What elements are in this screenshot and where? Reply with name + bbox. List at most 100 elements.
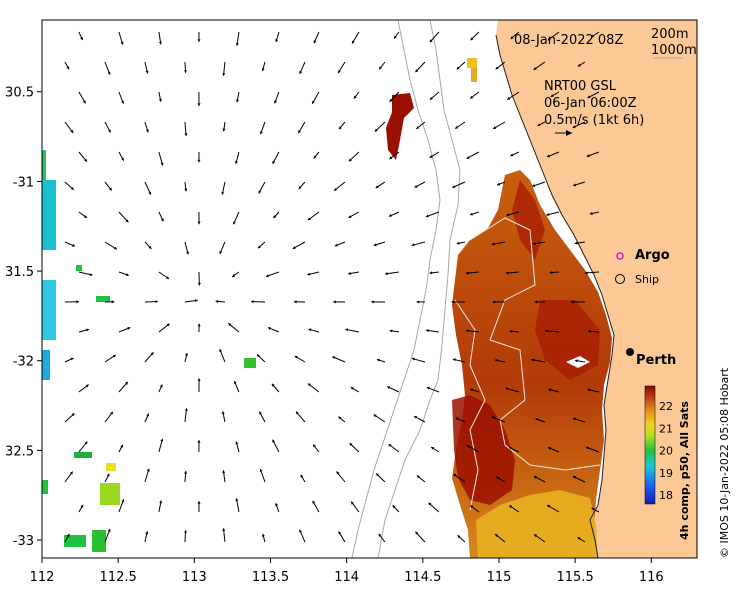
y-axis: 30.5 -31 31.5 -32 32.5 -33	[5, 86, 42, 549]
current-arrow	[275, 31, 280, 43]
current-arrow	[429, 271, 439, 275]
current-arrow	[197, 31, 201, 42]
current-arrow	[535, 418, 546, 423]
current-arrow	[469, 91, 480, 99]
current-arrow	[231, 271, 240, 278]
current-arrow	[348, 151, 360, 162]
current-arrow	[378, 533, 386, 543]
x-tick-label: 113	[182, 570, 207, 585]
current-arrow	[104, 528, 111, 543]
current-arrow	[222, 470, 226, 483]
current-arrow	[64, 181, 75, 191]
current-arrow	[158, 384, 163, 393]
current-arrow	[546, 504, 560, 513]
current-arrow	[233, 211, 240, 225]
sst-strip-west	[42, 280, 56, 340]
current-arrow	[456, 241, 466, 245]
current-arrow	[144, 61, 149, 74]
current-arrow	[496, 181, 506, 186]
current-arrow	[233, 380, 240, 393]
current-arrow	[64, 241, 76, 247]
current-arrow	[158, 91, 162, 102]
colorbar-title: 4h comp, p50, All Sats	[678, 401, 691, 540]
current-arrow	[158, 438, 164, 453]
current-arrow	[426, 386, 440, 393]
current-arrow	[307, 271, 320, 276]
sst-cool-south	[476, 490, 598, 558]
current-arrow	[429, 91, 440, 101]
x-tick-label: 115	[487, 570, 512, 585]
current-arrow	[184, 299, 198, 303]
current-arrow	[197, 378, 201, 393]
current-arrow	[574, 241, 586, 245]
sst-strip-west	[42, 150, 46, 180]
current-arrow	[308, 328, 320, 333]
current-arrow	[491, 416, 506, 423]
sst-strip-west	[42, 480, 48, 494]
current-arrow	[184, 181, 188, 192]
current-arrow	[469, 388, 480, 393]
current-arrow	[118, 271, 129, 277]
current-arrow	[267, 327, 280, 333]
current-arrow	[547, 446, 560, 453]
current-arrow	[250, 300, 265, 304]
y-tick-label: 31.5	[5, 265, 34, 280]
colorbar-ticks: 22 21 20 19 18	[659, 400, 673, 502]
current-arrow	[336, 471, 346, 483]
sst-speck	[96, 296, 110, 302]
current-arrow	[261, 533, 266, 543]
current-arrow	[572, 417, 586, 423]
isobath-label-200m: 200m	[651, 27, 688, 42]
current-arrow	[572, 475, 586, 483]
current-arrow	[496, 476, 506, 483]
current-arrow	[350, 386, 360, 393]
current-arrow	[144, 468, 150, 483]
current-arrow	[494, 358, 506, 363]
isobath-1000m	[351, 20, 441, 558]
current-arrow	[416, 300, 425, 304]
current-arrow	[299, 61, 306, 75]
sst-speck	[64, 535, 86, 547]
current-source-label: NRT00 GSL	[544, 79, 617, 94]
current-time-label: 06-Jan 06:00Z	[544, 96, 637, 111]
current-arrow	[416, 121, 426, 130]
current-arrow	[430, 446, 440, 453]
current-arrow	[257, 241, 266, 249]
current-arrow	[466, 271, 479, 275]
current-arrow	[349, 442, 360, 453]
current-arrow	[235, 31, 240, 46]
current-arrow	[64, 533, 70, 543]
current-arrow	[234, 151, 240, 164]
current-arrow	[256, 354, 266, 363]
current-arrow	[549, 270, 559, 275]
current-arrow	[587, 329, 599, 333]
current-arrow	[465, 329, 479, 333]
current-arrow	[452, 358, 466, 363]
current-arrow	[495, 61, 506, 70]
current-arrow	[265, 271, 280, 278]
current-arrow	[387, 386, 400, 393]
current-arrow	[292, 241, 306, 250]
current-arrow	[197, 440, 201, 453]
credit-label: © IMOS 10-Jan-2022 05:08 Hobart	[718, 367, 731, 558]
current-arrow	[78, 271, 93, 277]
y-tick-label: 32.5	[5, 444, 34, 459]
current-arrow	[573, 181, 586, 187]
current-arrow	[376, 358, 386, 363]
x-tick-label: 112	[30, 570, 55, 585]
current-arrow	[333, 181, 346, 192]
current-arrow	[491, 241, 506, 246]
current-arrow	[411, 357, 426, 363]
current-arrow	[577, 61, 586, 67]
current-arrow	[311, 91, 320, 104]
current-arrow	[64, 357, 74, 363]
current-arrow	[425, 211, 440, 218]
current-arrow	[235, 441, 240, 453]
current-arrow	[78, 328, 90, 333]
city-label: Perth	[636, 353, 676, 368]
current-arrow	[452, 181, 466, 189]
current-arrow	[532, 181, 546, 187]
current-arrow	[506, 211, 520, 217]
current-arrow	[466, 444, 480, 453]
